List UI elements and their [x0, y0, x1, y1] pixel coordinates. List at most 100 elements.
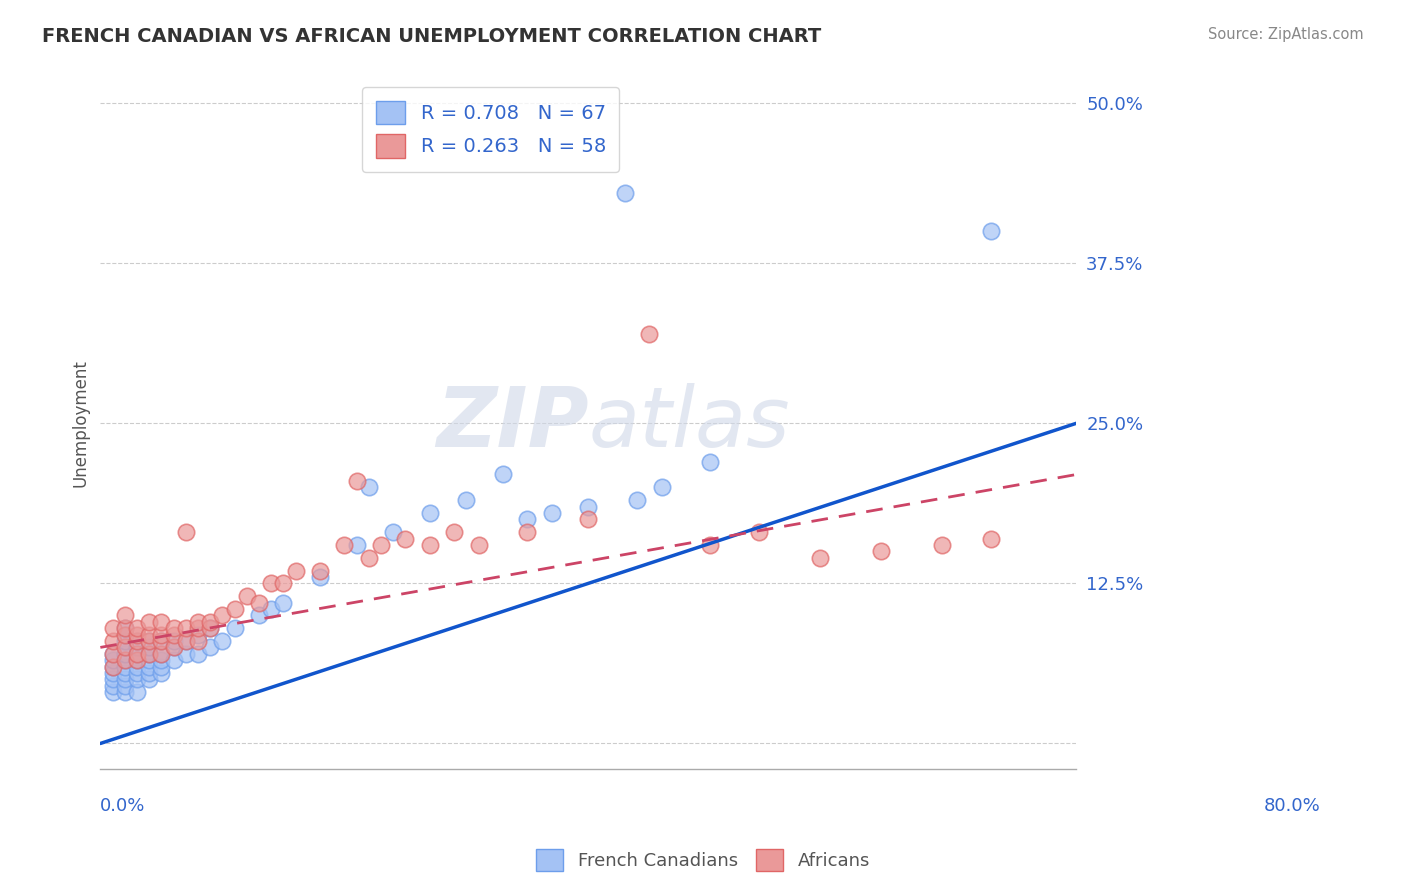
Point: [138, 653, 160, 667]
Point: [346, 538, 368, 552]
Point: [150, 634, 173, 648]
Point: [114, 634, 136, 648]
Point: [174, 621, 197, 635]
Point: [198, 640, 221, 655]
Legend: R = 0.708   N = 67, R = 0.263   N = 58: R = 0.708 N = 67, R = 0.263 N = 58: [363, 87, 620, 171]
Point: [125, 634, 148, 648]
Point: [150, 647, 173, 661]
Point: [980, 532, 1002, 546]
Point: [138, 634, 160, 648]
Point: [198, 621, 221, 635]
Point: [748, 525, 770, 540]
Text: 0.0%: 0.0%: [100, 797, 146, 814]
Point: [540, 506, 562, 520]
Point: [187, 627, 209, 641]
Point: [114, 653, 136, 667]
Point: [187, 647, 209, 661]
Point: [162, 621, 184, 635]
Point: [162, 653, 184, 667]
Point: [101, 647, 124, 661]
Point: [260, 602, 283, 616]
Point: [247, 596, 270, 610]
Point: [101, 659, 124, 673]
Point: [198, 615, 221, 629]
Point: [138, 659, 160, 673]
Point: [419, 506, 441, 520]
Point: [101, 634, 124, 648]
Point: [114, 666, 136, 681]
Point: [125, 666, 148, 681]
Point: [467, 538, 489, 552]
Point: [150, 666, 173, 681]
Point: [114, 627, 136, 641]
Point: [138, 673, 160, 687]
Point: [260, 576, 283, 591]
Point: [101, 679, 124, 693]
Point: [346, 474, 368, 488]
Point: [699, 455, 721, 469]
Point: [309, 570, 332, 584]
Point: [174, 525, 197, 540]
Point: [576, 512, 599, 526]
Point: [114, 685, 136, 699]
Text: ZIP: ZIP: [436, 383, 588, 464]
Point: [980, 224, 1002, 238]
Point: [125, 659, 148, 673]
Point: [162, 640, 184, 655]
Point: [187, 621, 209, 635]
Point: [651, 480, 673, 494]
Point: [174, 647, 197, 661]
Point: [419, 538, 441, 552]
Point: [138, 640, 160, 655]
Point: [101, 673, 124, 687]
Point: [138, 666, 160, 681]
Point: [456, 493, 478, 508]
Point: [125, 634, 148, 648]
Point: [150, 634, 173, 648]
Legend: French Canadians, Africans: French Canadians, Africans: [529, 842, 877, 879]
Point: [187, 615, 209, 629]
Point: [138, 647, 160, 661]
Point: [150, 653, 173, 667]
Point: [101, 653, 124, 667]
Point: [174, 634, 197, 648]
Point: [101, 666, 124, 681]
Point: [101, 685, 124, 699]
Point: [125, 640, 148, 655]
Point: [516, 525, 538, 540]
Point: [211, 608, 233, 623]
Point: [114, 640, 136, 655]
Text: FRENCH CANADIAN VS AFRICAN UNEMPLOYMENT CORRELATION CHART: FRENCH CANADIAN VS AFRICAN UNEMPLOYMENT …: [42, 27, 821, 45]
Point: [162, 640, 184, 655]
Point: [114, 679, 136, 693]
Point: [236, 589, 259, 603]
Point: [198, 621, 221, 635]
Point: [357, 550, 380, 565]
Point: [150, 659, 173, 673]
Point: [394, 532, 416, 546]
Point: [125, 627, 148, 641]
Point: [162, 627, 184, 641]
Point: [187, 634, 209, 648]
Point: [626, 493, 648, 508]
Point: [114, 621, 136, 635]
Point: [125, 647, 148, 661]
Point: [138, 615, 160, 629]
Point: [150, 615, 173, 629]
Point: [150, 627, 173, 641]
Point: [114, 659, 136, 673]
Point: [370, 538, 392, 552]
Point: [273, 576, 295, 591]
Point: [114, 647, 136, 661]
Point: [162, 634, 184, 648]
Point: [614, 186, 637, 200]
Y-axis label: Unemployment: Unemployment: [72, 359, 89, 487]
Point: [138, 647, 160, 661]
Point: [125, 647, 148, 661]
Point: [333, 538, 356, 552]
Point: [284, 564, 307, 578]
Point: [114, 621, 136, 635]
Point: [870, 544, 893, 558]
Point: [114, 653, 136, 667]
Point: [357, 480, 380, 494]
